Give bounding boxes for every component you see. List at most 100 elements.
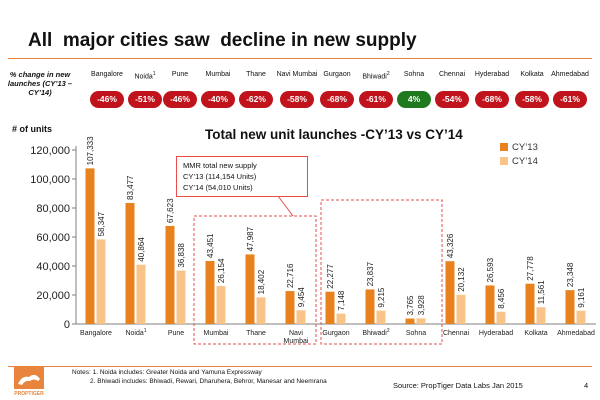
legend-swatch-cy13 bbox=[500, 143, 508, 151]
y-axis-label: # of units bbox=[12, 124, 52, 134]
pct-change-pill: -58% bbox=[515, 91, 549, 108]
pct-change-pill: -46% bbox=[163, 91, 197, 108]
bar-cy13 bbox=[285, 291, 295, 324]
pct-city-label: Mumbai bbox=[205, 71, 231, 78]
footnote-marker: 2 bbox=[387, 328, 390, 334]
data-label: 18,402 bbox=[257, 269, 266, 294]
bar-cy13 bbox=[245, 254, 255, 324]
data-label: 83,477 bbox=[126, 175, 135, 200]
bar-cy14 bbox=[216, 286, 226, 324]
pct-change-pill: -62% bbox=[239, 91, 273, 108]
mmr-highlight-box bbox=[193, 215, 317, 345]
legend-label-cy14: CY’14 bbox=[512, 156, 538, 167]
bar-cy13 bbox=[485, 285, 495, 324]
legend-item-cy13: CY’13 bbox=[500, 142, 538, 153]
pct-change-pill: -40% bbox=[201, 91, 235, 108]
pct-city-label: Gurgaon bbox=[323, 71, 351, 78]
data-label: 58,347 bbox=[97, 211, 106, 236]
bar-cy13 bbox=[165, 225, 175, 324]
pct-city-label: Sohna bbox=[403, 71, 425, 78]
bar-cy14 bbox=[336, 313, 346, 324]
data-label: 20,132 bbox=[457, 267, 466, 292]
bar-cy14 bbox=[496, 311, 506, 324]
callout-line: CY’13 (114,154 Units) bbox=[183, 172, 257, 181]
pct-change-label: % change in new launches (CY’13 – CY’14) bbox=[7, 70, 73, 97]
data-label: 26,593 bbox=[486, 257, 495, 282]
bar-cy14 bbox=[536, 307, 546, 324]
bar-cy14 bbox=[256, 297, 266, 324]
bar-cy13 bbox=[125, 202, 135, 324]
bar-cy13 bbox=[445, 261, 455, 324]
x-tick-label: Bhiwadi2 bbox=[362, 328, 390, 337]
x-tick-label: Chennai bbox=[443, 330, 470, 337]
data-label: 22,277 bbox=[326, 264, 335, 289]
data-label: 23,348 bbox=[566, 262, 575, 287]
data-label: 9,161 bbox=[577, 287, 586, 308]
footnote-marker: 1 bbox=[152, 71, 156, 77]
x-tick-label: Navi bbox=[289, 330, 303, 337]
bar-cy13 bbox=[405, 318, 415, 324]
data-label: 22,716 bbox=[286, 263, 295, 288]
pct-change-pill: -54% bbox=[435, 91, 469, 108]
data-label: 43,326 bbox=[446, 233, 455, 258]
pct-change-pill: -68% bbox=[320, 91, 354, 108]
pct-city-label: Kolkata bbox=[520, 71, 544, 78]
source-note: Source: PropTiger Data Labs Jan 2015 bbox=[393, 381, 523, 390]
x-tick-label: Thane bbox=[246, 330, 266, 337]
footnote-marker: 2 bbox=[386, 71, 390, 77]
pct-change-pill: -61% bbox=[553, 91, 587, 108]
callout-line: CY’14 (54,010 Units) bbox=[183, 183, 253, 192]
pct-city-label: Bangalore bbox=[91, 71, 123, 78]
x-tick-label: Kolkata bbox=[524, 330, 547, 337]
data-label: 43,451 bbox=[206, 233, 215, 258]
bar-cy14 bbox=[136, 264, 146, 324]
legend-label-cy13: CY’13 bbox=[512, 142, 538, 153]
footnote-1: Notes: 1. Noida includes: Greater Noida … bbox=[72, 369, 262, 376]
x-tick-label: Mumbai bbox=[284, 338, 309, 345]
data-label: 36,838 bbox=[177, 243, 186, 268]
bar-cy14 bbox=[296, 310, 306, 324]
bottom-divider bbox=[8, 366, 592, 367]
bar-cy13 bbox=[565, 290, 575, 324]
x-tick-label: Pune bbox=[168, 330, 184, 337]
data-label: 11,561 bbox=[537, 280, 546, 304]
footnotes: Notes: 1. Noida includes: Greater Noida … bbox=[72, 368, 327, 386]
x-tick-label: Gurgaon bbox=[322, 330, 349, 337]
data-label: 3,765 bbox=[406, 295, 415, 316]
y-tick-label: 20,000 bbox=[36, 290, 70, 302]
mmr-callout: MMR total new supply CY’13 (114,154 Unit… bbox=[176, 156, 308, 197]
data-label: 107,333 bbox=[86, 136, 95, 165]
footnote-marker: 1 bbox=[144, 328, 147, 334]
footnote-2: 2. Bhiwadi includes: Bhiwadi, Rewari, Dh… bbox=[72, 378, 327, 385]
svg-text:PROPTIGER: PROPTIGER bbox=[14, 391, 44, 397]
x-tick-label: Sohna bbox=[406, 330, 426, 337]
y-tick-label: 0 bbox=[64, 319, 70, 331]
ncr-highlight-box bbox=[320, 199, 443, 345]
pct-city-label: Navi Mumbai bbox=[276, 71, 318, 78]
y-tick-label: 80,000 bbox=[36, 203, 70, 215]
callout-pointer bbox=[277, 195, 294, 217]
data-label: 27,778 bbox=[526, 256, 535, 281]
pct-city-label: Chennai bbox=[438, 71, 466, 78]
pct-change-pill: -61% bbox=[359, 91, 393, 108]
pct-city-label: Noida1 bbox=[134, 71, 156, 81]
y-tick-label: 120,000 bbox=[30, 145, 70, 157]
pct-change-pill: -46% bbox=[90, 91, 124, 108]
bar-cy14 bbox=[176, 270, 186, 324]
data-label: 7,148 bbox=[337, 290, 346, 311]
bar-cy14 bbox=[96, 239, 106, 324]
bar-cy14 bbox=[576, 310, 586, 324]
data-label: 26,154 bbox=[217, 258, 226, 283]
x-tick-label: Hyderabad bbox=[479, 330, 513, 337]
pct-city-label: Hyderabad bbox=[474, 71, 510, 78]
pct-change-pill: 4% bbox=[397, 91, 431, 108]
bar-cy14 bbox=[376, 310, 386, 324]
y-tick-label: 100,000 bbox=[30, 174, 70, 186]
data-label: 23,837 bbox=[366, 261, 375, 286]
top-divider bbox=[8, 58, 592, 59]
proptiger-logo: PROPTIGER bbox=[14, 367, 44, 397]
data-label: 9,215 bbox=[377, 287, 386, 308]
page-number: 4 bbox=[584, 381, 589, 390]
legend-item-cy14: CY’14 bbox=[500, 156, 538, 167]
